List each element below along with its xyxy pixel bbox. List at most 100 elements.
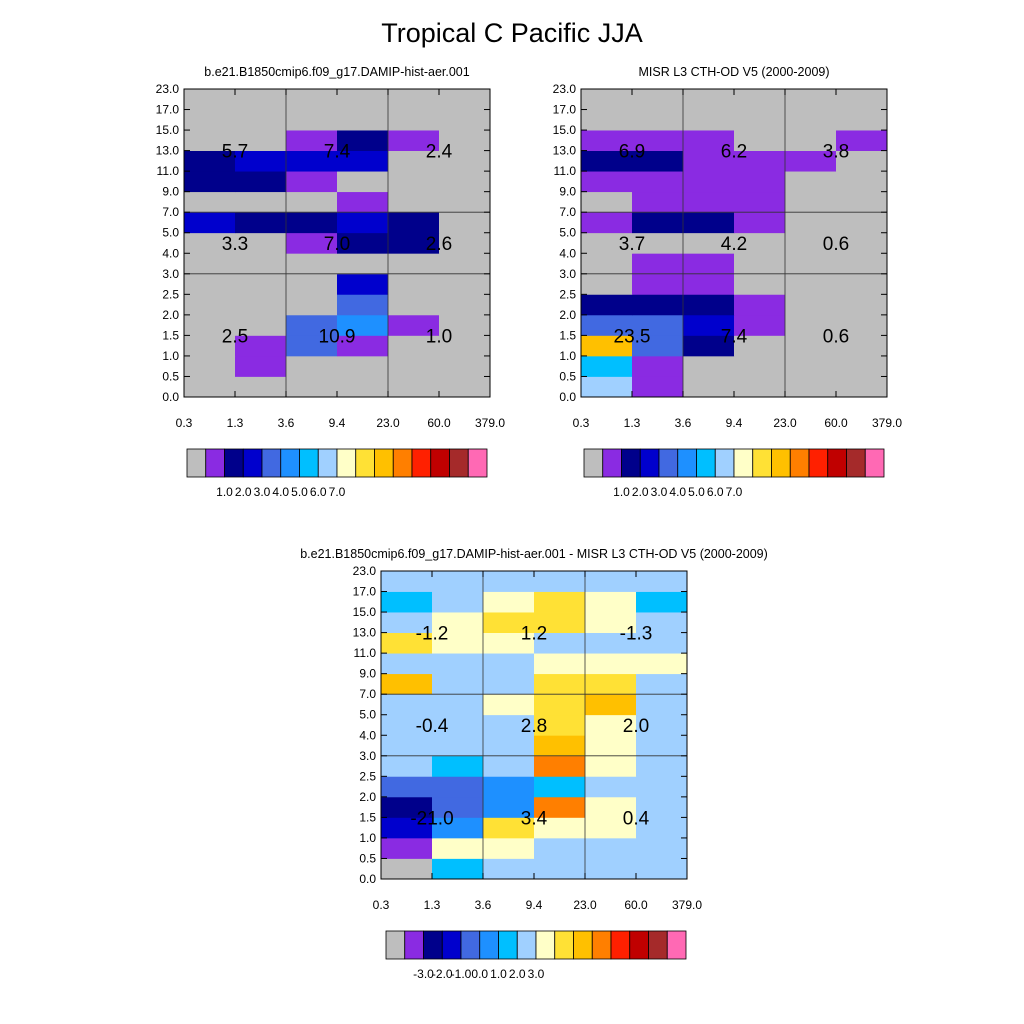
y-tick-label: 23.0 <box>553 82 577 96</box>
colorbar-swatch <box>677 448 697 478</box>
heatmap-cell <box>286 376 338 398</box>
colorbar-swatch <box>583 448 604 478</box>
heatmap-cell <box>388 89 440 110</box>
heatmap-cell <box>734 130 786 151</box>
colorbar: -3.0-2.0-1.0 0.0 1.0 2.0 3.0 <box>385 930 687 981</box>
heatmap-cell <box>585 858 637 880</box>
colorbar-label: 2.0 <box>235 485 252 499</box>
colorbar: 1.0 2.0 3.0 4.0 5.0 6.0 7.0 <box>583 448 885 499</box>
heatmap-cell <box>235 232 287 254</box>
heatmap-cell <box>388 150 440 172</box>
heatmap-cell <box>381 858 433 880</box>
heatmap-cell <box>483 837 535 859</box>
heatmap-cell <box>534 858 586 880</box>
heatmap-cell <box>381 735 433 757</box>
heatmap-cell <box>381 817 433 839</box>
block-value-label: 1.0 <box>426 326 452 347</box>
colorbar-swatch <box>827 448 847 478</box>
block-value-label: 7.4 <box>324 142 351 163</box>
heatmap-cell <box>581 273 633 295</box>
colorbar-label: -2.0 <box>432 967 453 981</box>
heatmap-cell <box>734 355 786 377</box>
y-tick-label: 1.0 <box>359 831 376 845</box>
colorbar-label: 2.0 <box>632 485 649 499</box>
colorbar-swatch <box>733 448 754 478</box>
colorbar-swatch <box>648 930 668 960</box>
x-tick-label: 0.3 <box>573 416 590 430</box>
heatmap-cell <box>632 150 684 172</box>
heatmap-cell <box>585 653 637 675</box>
heatmap-cell <box>632 273 684 295</box>
heatmap-cell <box>636 632 688 654</box>
y-tick-label: 9.0 <box>359 667 376 681</box>
heatmap-cell <box>439 314 491 336</box>
block-value-label: 7.4 <box>721 326 748 347</box>
heatmap-cell <box>581 294 633 316</box>
heatmap-cell <box>683 232 735 254</box>
heatmap-cell <box>381 694 433 716</box>
heatmap-cell <box>235 130 287 151</box>
block-value-label: 2.4 <box>426 142 453 163</box>
heatmap-cell <box>388 130 440 151</box>
block-value-label: 3.8 <box>823 142 849 163</box>
y-tick-label: 13.0 <box>353 626 377 640</box>
heatmap-cell <box>439 232 491 254</box>
colorbar-label: 3.0 <box>254 485 271 499</box>
heatmap-cell <box>581 150 633 172</box>
heatmap-cell <box>836 314 888 336</box>
heatmap-cell <box>683 171 735 193</box>
heatmap-cell <box>836 294 888 316</box>
heatmap-cell <box>683 89 735 110</box>
heatmap-cell <box>439 89 491 110</box>
heatmap-cell <box>184 89 236 110</box>
heatmap-cell <box>483 673 535 695</box>
x-tick-label: 0.3 <box>373 898 390 912</box>
heatmap-cell <box>534 612 586 633</box>
x-tick-label: 23.0 <box>376 416 400 430</box>
heatmap-cell <box>439 191 491 213</box>
block-value-label: -1.2 <box>416 624 449 645</box>
heatmap-cell <box>632 232 684 254</box>
heatmap-cell <box>286 355 338 377</box>
x-tick-label: 60.0 <box>427 416 451 430</box>
colorbar-label: 7.0 <box>726 485 743 499</box>
heatmap-cell <box>337 314 389 336</box>
y-tick-label: 1.5 <box>559 328 576 342</box>
heatmap-cell <box>632 253 684 275</box>
colorbar-swatch <box>752 448 772 478</box>
heatmap-cell <box>585 776 637 798</box>
heatmap-cell <box>534 694 586 716</box>
x-tick-label: 9.4 <box>329 416 346 430</box>
heatmap-cell <box>585 837 637 859</box>
heatmap-cell <box>381 776 433 798</box>
heatmap-cell <box>581 355 633 377</box>
heatmap-cell <box>483 858 535 880</box>
heatmap-cell <box>483 714 535 736</box>
y-tick-label: 5.0 <box>359 708 376 722</box>
heatmap-cell <box>632 294 684 316</box>
y-tick-label: 3.0 <box>559 267 576 281</box>
heatmap-cell <box>585 735 637 757</box>
colorbar-label: 6.0 <box>310 485 327 499</box>
heatmap-cell <box>581 212 633 234</box>
x-tick-label: 1.3 <box>424 898 441 912</box>
heatmap-cell <box>286 314 338 336</box>
heatmap-cell <box>734 273 786 295</box>
colorbar-swatch <box>224 448 244 478</box>
y-tick-label: 17.0 <box>156 103 180 117</box>
heatmap-cell <box>388 171 440 193</box>
heatmap-cell <box>785 191 837 213</box>
heatmap-cell <box>337 376 389 398</box>
heatmap-cell <box>585 673 637 695</box>
heatmap-cell <box>734 335 786 357</box>
heatmap-cell <box>381 632 433 654</box>
y-tick-label: 23.0 <box>353 564 377 578</box>
y-tick-label: 4.0 <box>559 246 576 260</box>
heatmap-cell <box>785 335 837 357</box>
block-value-label: 2.5 <box>222 326 248 347</box>
heatmap-cell <box>286 150 338 172</box>
heatmap-cell <box>836 355 888 377</box>
heatmap-cell <box>632 335 684 357</box>
heatmap-cell <box>439 294 491 316</box>
